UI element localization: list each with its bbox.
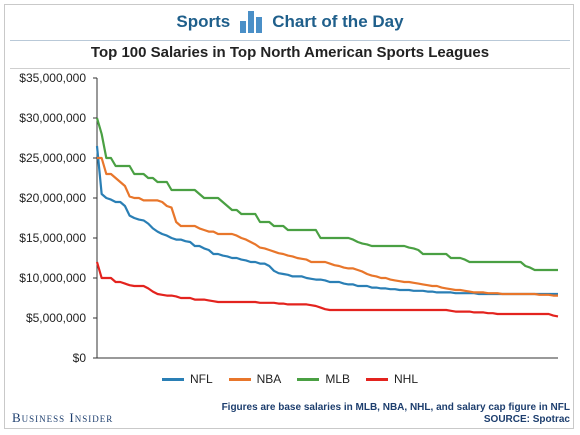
legend-label: NHL (394, 372, 419, 386)
y-tick-label: $25,000,000 (19, 151, 86, 165)
series-line-nhl (95, 261, 559, 318)
series-line-mlb (95, 117, 558, 272)
chart-frame (4, 4, 574, 429)
series-line-nfl (95, 145, 558, 296)
header-divider (10, 40, 570, 41)
chart-legend: NFL NBA MLB NHL (0, 372, 580, 386)
chart-header: Sports Chart of the Day (0, 6, 580, 38)
y-tick-label: $0 (73, 351, 87, 365)
source-text: SOURCE: Spotrac (483, 414, 570, 425)
legend-item-mlb: MLB (297, 372, 350, 386)
y-tick-label: $5,000,000 (26, 311, 86, 325)
series-line-nba (97, 156, 558, 297)
legend-label: NBA (256, 372, 282, 386)
chart-title: Top 100 Salaries in Top North American S… (90, 44, 490, 61)
legend-label: NFL (189, 372, 213, 386)
bar-chart-icon (240, 11, 263, 33)
y-tick-label: $20,000,000 (19, 191, 86, 205)
header-chart-of-day-label: Chart of the Day (272, 12, 404, 31)
y-tick-label: $30,000,000 (19, 111, 86, 125)
legend-item-nba: NBA (228, 372, 282, 386)
legend-item-nfl: NFL (161, 372, 213, 386)
footnote-text: Figures are base salaries in MLB, NBA, N… (221, 402, 570, 413)
legend-label: MLB (325, 372, 351, 386)
legend-swatch (228, 377, 251, 381)
legend-swatch (297, 377, 320, 381)
legend-item-nhl: NHL (366, 372, 418, 386)
legend-swatch (366, 377, 389, 381)
footer-note: Figures are base salaries in MLB, NBA, N… (222, 402, 570, 426)
legend-swatch (161, 377, 184, 381)
title-divider (10, 68, 570, 69)
y-tick-label: $35,000,000 (19, 71, 86, 85)
header-sports-label: Sports (176, 12, 231, 31)
y-tick-label: $10,000,000 (19, 271, 86, 285)
brand-logo: Business Insider (12, 410, 114, 425)
y-tick-label: $15,000,000 (19, 231, 86, 245)
